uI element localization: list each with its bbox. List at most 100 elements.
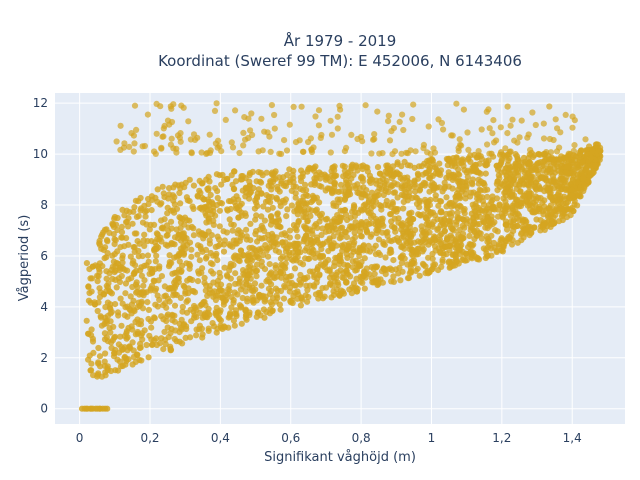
data-point xyxy=(261,128,268,135)
data-point xyxy=(338,287,345,294)
data-point xyxy=(160,133,167,140)
data-point xyxy=(135,198,142,205)
data-point xyxy=(289,171,296,178)
data-point xyxy=(497,124,504,131)
data-point xyxy=(223,292,230,299)
data-point xyxy=(111,215,118,222)
data-point xyxy=(462,195,469,202)
data-point xyxy=(437,249,444,257)
data-point xyxy=(187,306,194,313)
data-point xyxy=(332,225,339,232)
data-point xyxy=(592,162,599,169)
data-point xyxy=(412,188,419,195)
data-point xyxy=(282,196,289,203)
data-point xyxy=(168,135,175,142)
data-point xyxy=(391,180,398,187)
data-point xyxy=(475,148,482,155)
x-tick-label: 0,4 xyxy=(211,431,230,445)
data-point xyxy=(129,260,136,267)
data-point xyxy=(300,213,307,221)
data-point xyxy=(113,138,120,145)
data-point xyxy=(191,136,199,143)
data-point xyxy=(261,217,268,224)
data-point xyxy=(129,283,136,291)
data-point xyxy=(198,301,205,308)
data-point xyxy=(446,258,453,265)
data-point xyxy=(169,240,176,247)
data-point xyxy=(484,193,491,200)
data-point xyxy=(157,201,164,208)
x-tick-label: 1,4 xyxy=(563,431,582,445)
data-point xyxy=(236,149,243,157)
data-point xyxy=(268,193,275,201)
data-point xyxy=(365,221,372,228)
data-point xyxy=(177,138,184,145)
data-point xyxy=(576,149,583,156)
data-point xyxy=(544,185,551,192)
data-point xyxy=(176,258,183,265)
data-point xyxy=(390,257,397,264)
data-point xyxy=(98,233,105,240)
data-point xyxy=(231,322,238,329)
data-point xyxy=(339,224,346,231)
data-point xyxy=(327,149,334,156)
data-point xyxy=(508,192,516,199)
data-point xyxy=(319,253,326,260)
data-point xyxy=(456,192,463,199)
data-point xyxy=(353,224,360,231)
data-point xyxy=(504,226,511,233)
data-point xyxy=(111,241,118,248)
data-point xyxy=(207,249,214,257)
data-point xyxy=(308,249,315,256)
data-point xyxy=(349,236,356,243)
data-point xyxy=(303,245,310,252)
data-point xyxy=(445,169,452,176)
data-point xyxy=(182,290,189,297)
data-point xyxy=(304,192,311,199)
data-point xyxy=(266,261,273,268)
data-point xyxy=(141,242,148,249)
data-point xyxy=(177,325,184,332)
data-point xyxy=(288,279,295,286)
data-point xyxy=(141,202,148,209)
data-point xyxy=(373,227,380,234)
data-point xyxy=(141,231,148,238)
data-point xyxy=(136,344,143,352)
data-point xyxy=(193,332,200,339)
data-point xyxy=(412,148,419,155)
data-point xyxy=(368,150,375,157)
data-point xyxy=(228,139,235,146)
data-point xyxy=(225,314,232,321)
data-point xyxy=(177,185,184,192)
data-point xyxy=(421,228,428,236)
data-point xyxy=(127,293,134,300)
data-point xyxy=(165,227,172,234)
data-point xyxy=(490,239,497,247)
data-point xyxy=(161,328,168,335)
data-point xyxy=(376,170,383,177)
data-point xyxy=(234,230,241,237)
data-point xyxy=(342,279,350,286)
data-point xyxy=(111,236,118,243)
data-point xyxy=(144,299,151,306)
data-point xyxy=(160,346,167,353)
data-point xyxy=(108,266,115,274)
data-point xyxy=(394,159,401,166)
data-point xyxy=(402,182,409,189)
data-point xyxy=(388,278,395,285)
data-point xyxy=(406,228,414,235)
data-point xyxy=(102,369,109,376)
data-point xyxy=(126,143,133,150)
data-point xyxy=(196,257,203,264)
data-point xyxy=(552,116,559,123)
data-point xyxy=(187,275,194,283)
data-point xyxy=(327,117,334,124)
data-point xyxy=(86,266,93,273)
data-point xyxy=(254,261,261,268)
data-point xyxy=(162,341,169,348)
data-point xyxy=(318,214,325,221)
data-point xyxy=(104,299,111,306)
data-point xyxy=(504,130,511,137)
data-point xyxy=(90,349,97,356)
data-point xyxy=(159,183,166,190)
